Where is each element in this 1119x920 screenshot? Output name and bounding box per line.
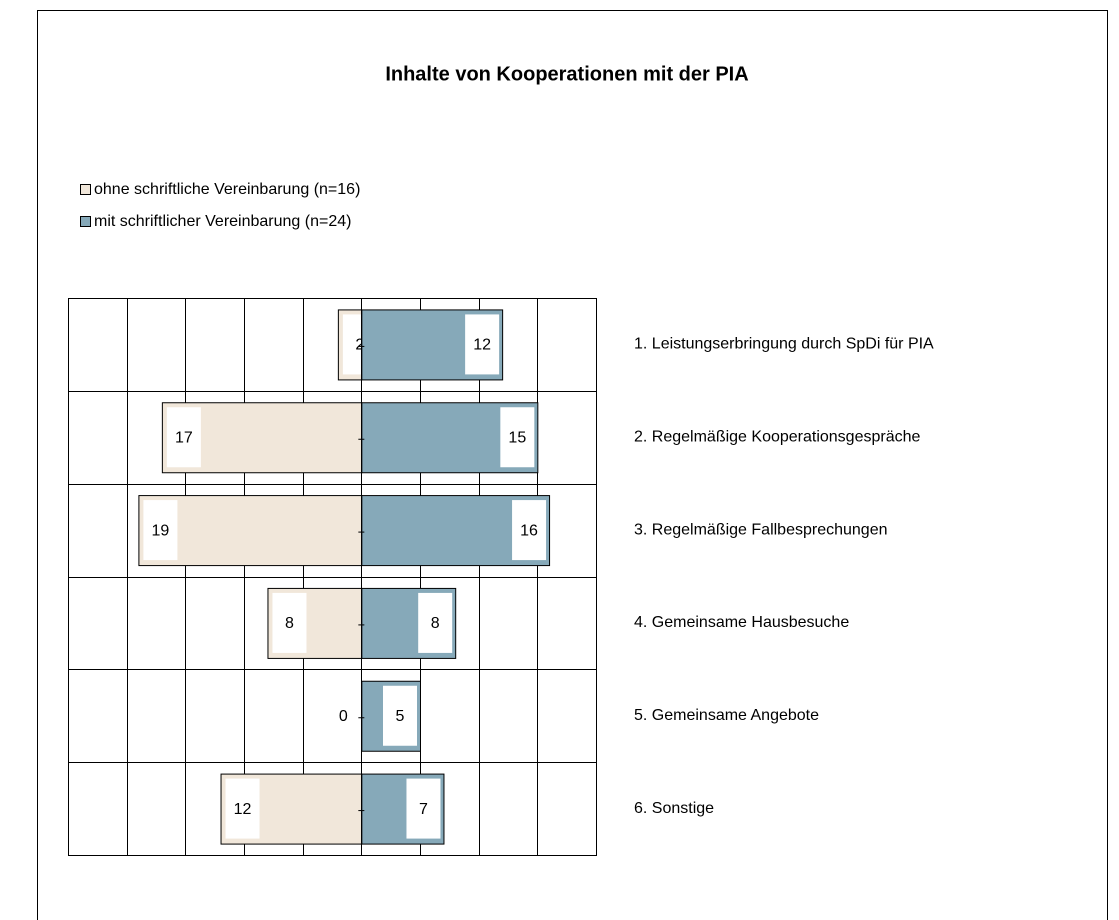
legend-label: mit schriftlicher Vereinbarung (n=24): [94, 213, 351, 230]
value-label-box: [143, 500, 178, 561]
value-label: 8: [431, 615, 440, 632]
value-label: 17: [175, 429, 193, 446]
legend-swatch: [80, 216, 91, 227]
value-label-box: [512, 500, 547, 561]
chart-title: Inhalte von Kooperationen mit der PIA: [385, 63, 748, 85]
value-label-box: [225, 778, 260, 839]
value-label: 16: [520, 522, 538, 539]
legend-label: ohne schriftliche Vereinbarung (n=16): [94, 181, 360, 198]
value-label-box: [418, 592, 453, 653]
value-label: 0: [339, 708, 348, 725]
category-label: 6. Sonstige: [634, 800, 714, 817]
value-label: 2: [355, 337, 364, 354]
legend-swatch: [80, 184, 91, 195]
value-label-box: [500, 407, 535, 468]
value-label: 12: [234, 801, 252, 818]
value-label: 7: [419, 801, 428, 818]
category-label: 5. Gemeinsame Angebote: [634, 707, 819, 724]
value-label-box: [166, 407, 201, 468]
category-label: 3. Regelmäßige Fallbesprechungen: [634, 521, 887, 538]
category-label: 1. Leistungserbringung durch SpDi für PI…: [634, 336, 934, 353]
value-label: 19: [152, 522, 170, 539]
category-label: 2. Regelmäßige Kooperationsgespräche: [634, 428, 921, 445]
value-label-box: [383, 685, 417, 746]
value-label: 15: [508, 429, 526, 446]
value-label: 5: [396, 708, 405, 725]
category-label: 4. Gemeinsame Hausbesuche: [634, 614, 849, 631]
value-label-box: [406, 778, 441, 839]
value-label-box: [272, 592, 307, 653]
value-label: 8: [285, 615, 294, 632]
value-label-box: [465, 314, 500, 375]
value-label: 12: [473, 337, 491, 354]
